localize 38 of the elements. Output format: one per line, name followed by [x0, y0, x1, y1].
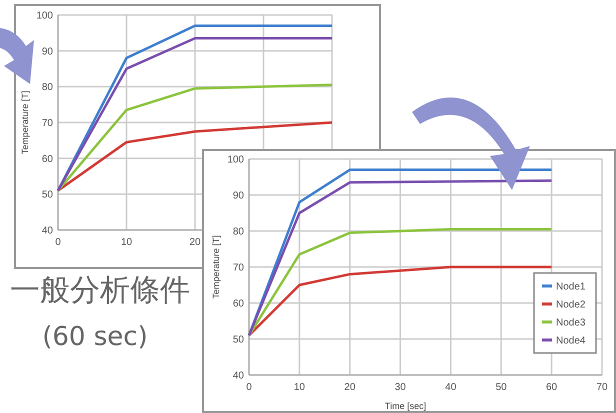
y-tick-label: 90	[42, 46, 54, 58]
y-tick-label: 60	[42, 154, 54, 165]
y-tick-label: 50	[42, 190, 54, 201]
legend-label: Node2	[556, 300, 586, 310]
y-tick-label: 70	[42, 118, 54, 129]
x-tick-label: 70	[596, 382, 608, 393]
legend-label: Node4	[556, 336, 586, 346]
x-tick-label: 10	[120, 237, 132, 248]
y-tick-label: 70	[232, 262, 244, 274]
y-tick-label: 90	[232, 190, 244, 202]
y-tick-label: 40	[42, 226, 54, 236]
line-series	[248, 228, 553, 337]
x-tick-label: 40	[445, 382, 457, 393]
y-tick-label: 100	[36, 10, 54, 22]
y-axis-title: Temperature [T]	[211, 235, 221, 299]
y-tick-label: 80	[42, 82, 54, 94]
x-tick-label: 20	[344, 382, 356, 393]
line-series	[56, 121, 334, 192]
text: 一般分析條件	[10, 273, 190, 308]
y-axis-title: Temperature [T]	[20, 90, 30, 154]
text: (60 sec)	[42, 322, 148, 352]
x-axis-title: Time [sec]	[384, 401, 426, 411]
x-tick-label: 60	[546, 382, 558, 393]
x-tick-label: 50	[496, 382, 508, 393]
line-series	[248, 266, 553, 337]
y-tick-label: 60	[232, 298, 244, 310]
x-tick-label: 0	[55, 237, 62, 248]
y-tick-label: 80	[232, 226, 244, 238]
legend-label: Node1	[556, 282, 586, 292]
y-tick-label: 50	[232, 334, 244, 346]
x-tick-label: 20	[189, 237, 201, 248]
x-tick-label: 0	[246, 382, 252, 393]
y-tick-label: 100	[227, 154, 244, 166]
x-tick-label: 10	[294, 382, 306, 393]
y-tick-label: 40	[232, 370, 244, 382]
x-tick-label: 30	[394, 382, 406, 393]
line-series	[56, 84, 334, 192]
legend-label: Node3	[556, 318, 586, 328]
